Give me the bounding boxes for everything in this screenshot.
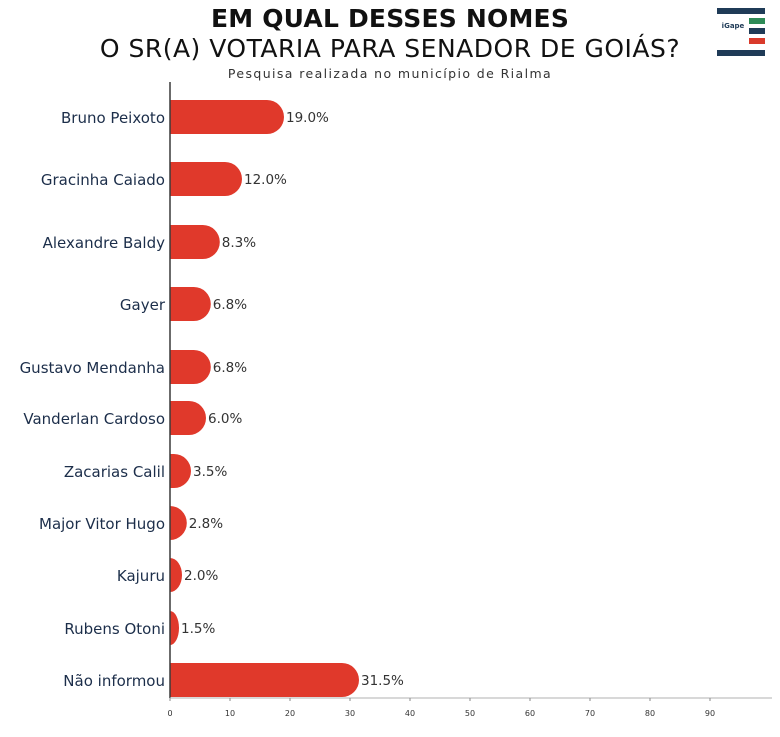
data-label: 2.0% [184,568,218,584]
logo-text: iGape [721,22,745,30]
bar [170,350,211,384]
survey-source: Pesquisa realizada no município de Rialm… [227,66,553,81]
category-label: Gayer [120,296,166,314]
category-label: Gracinha Caiado [41,171,165,189]
data-label: 6.8% [213,360,247,376]
bar [170,287,211,321]
category-label: Não informou [63,672,165,690]
x-tick-label: 60 [525,709,535,718]
bar [170,162,242,196]
x-tick-label: 40 [405,709,415,718]
x-tick-label: 30 [345,709,355,718]
data-label: 31.5% [361,673,404,689]
data-label: 12.0% [244,172,287,188]
category-label: Zacarias Calil [64,463,165,481]
data-label: 3.5% [193,464,227,480]
data-label: 19.0% [286,110,329,126]
bar [170,100,284,134]
category-label: Kajuru [117,567,165,585]
x-tick-label: 50 [465,709,475,718]
category-label: Bruno Peixoto [61,109,165,127]
x-tick-label: 90 [705,709,715,718]
x-tick-label: 70 [585,709,595,718]
bar [170,454,191,488]
bar [170,401,206,435]
bar [170,506,187,540]
x-tick-label: 10 [225,709,235,718]
igape-logo: iGape [717,8,765,56]
data-label: 8.3% [222,235,256,251]
category-label: Rubens Otoni [64,620,165,638]
x-tick-label: 20 [285,709,295,718]
bar [170,663,359,697]
category-label: Alexandre Baldy [43,234,165,252]
bar [170,225,220,259]
data-label: 6.0% [208,411,242,427]
data-label: 6.8% [213,297,247,313]
x-tick-label: 80 [645,709,655,718]
category-label: Gustavo Mendanha [20,359,165,377]
chart-title: EM QUAL DESSES NOMES [210,4,570,33]
bar [170,611,179,645]
data-label: 1.5% [181,621,215,637]
category-label: Major Vitor Hugo [39,515,165,533]
logo-graphic [717,8,765,56]
bar [170,558,182,592]
data-label: 2.8% [189,516,223,532]
x-tick-label: 0 [167,709,172,718]
chart-question: O SR(A) VOTARIA PARA SENADOR DE GOIÁS? [99,34,681,63]
category-label: Vanderlan Cardoso [23,410,165,428]
